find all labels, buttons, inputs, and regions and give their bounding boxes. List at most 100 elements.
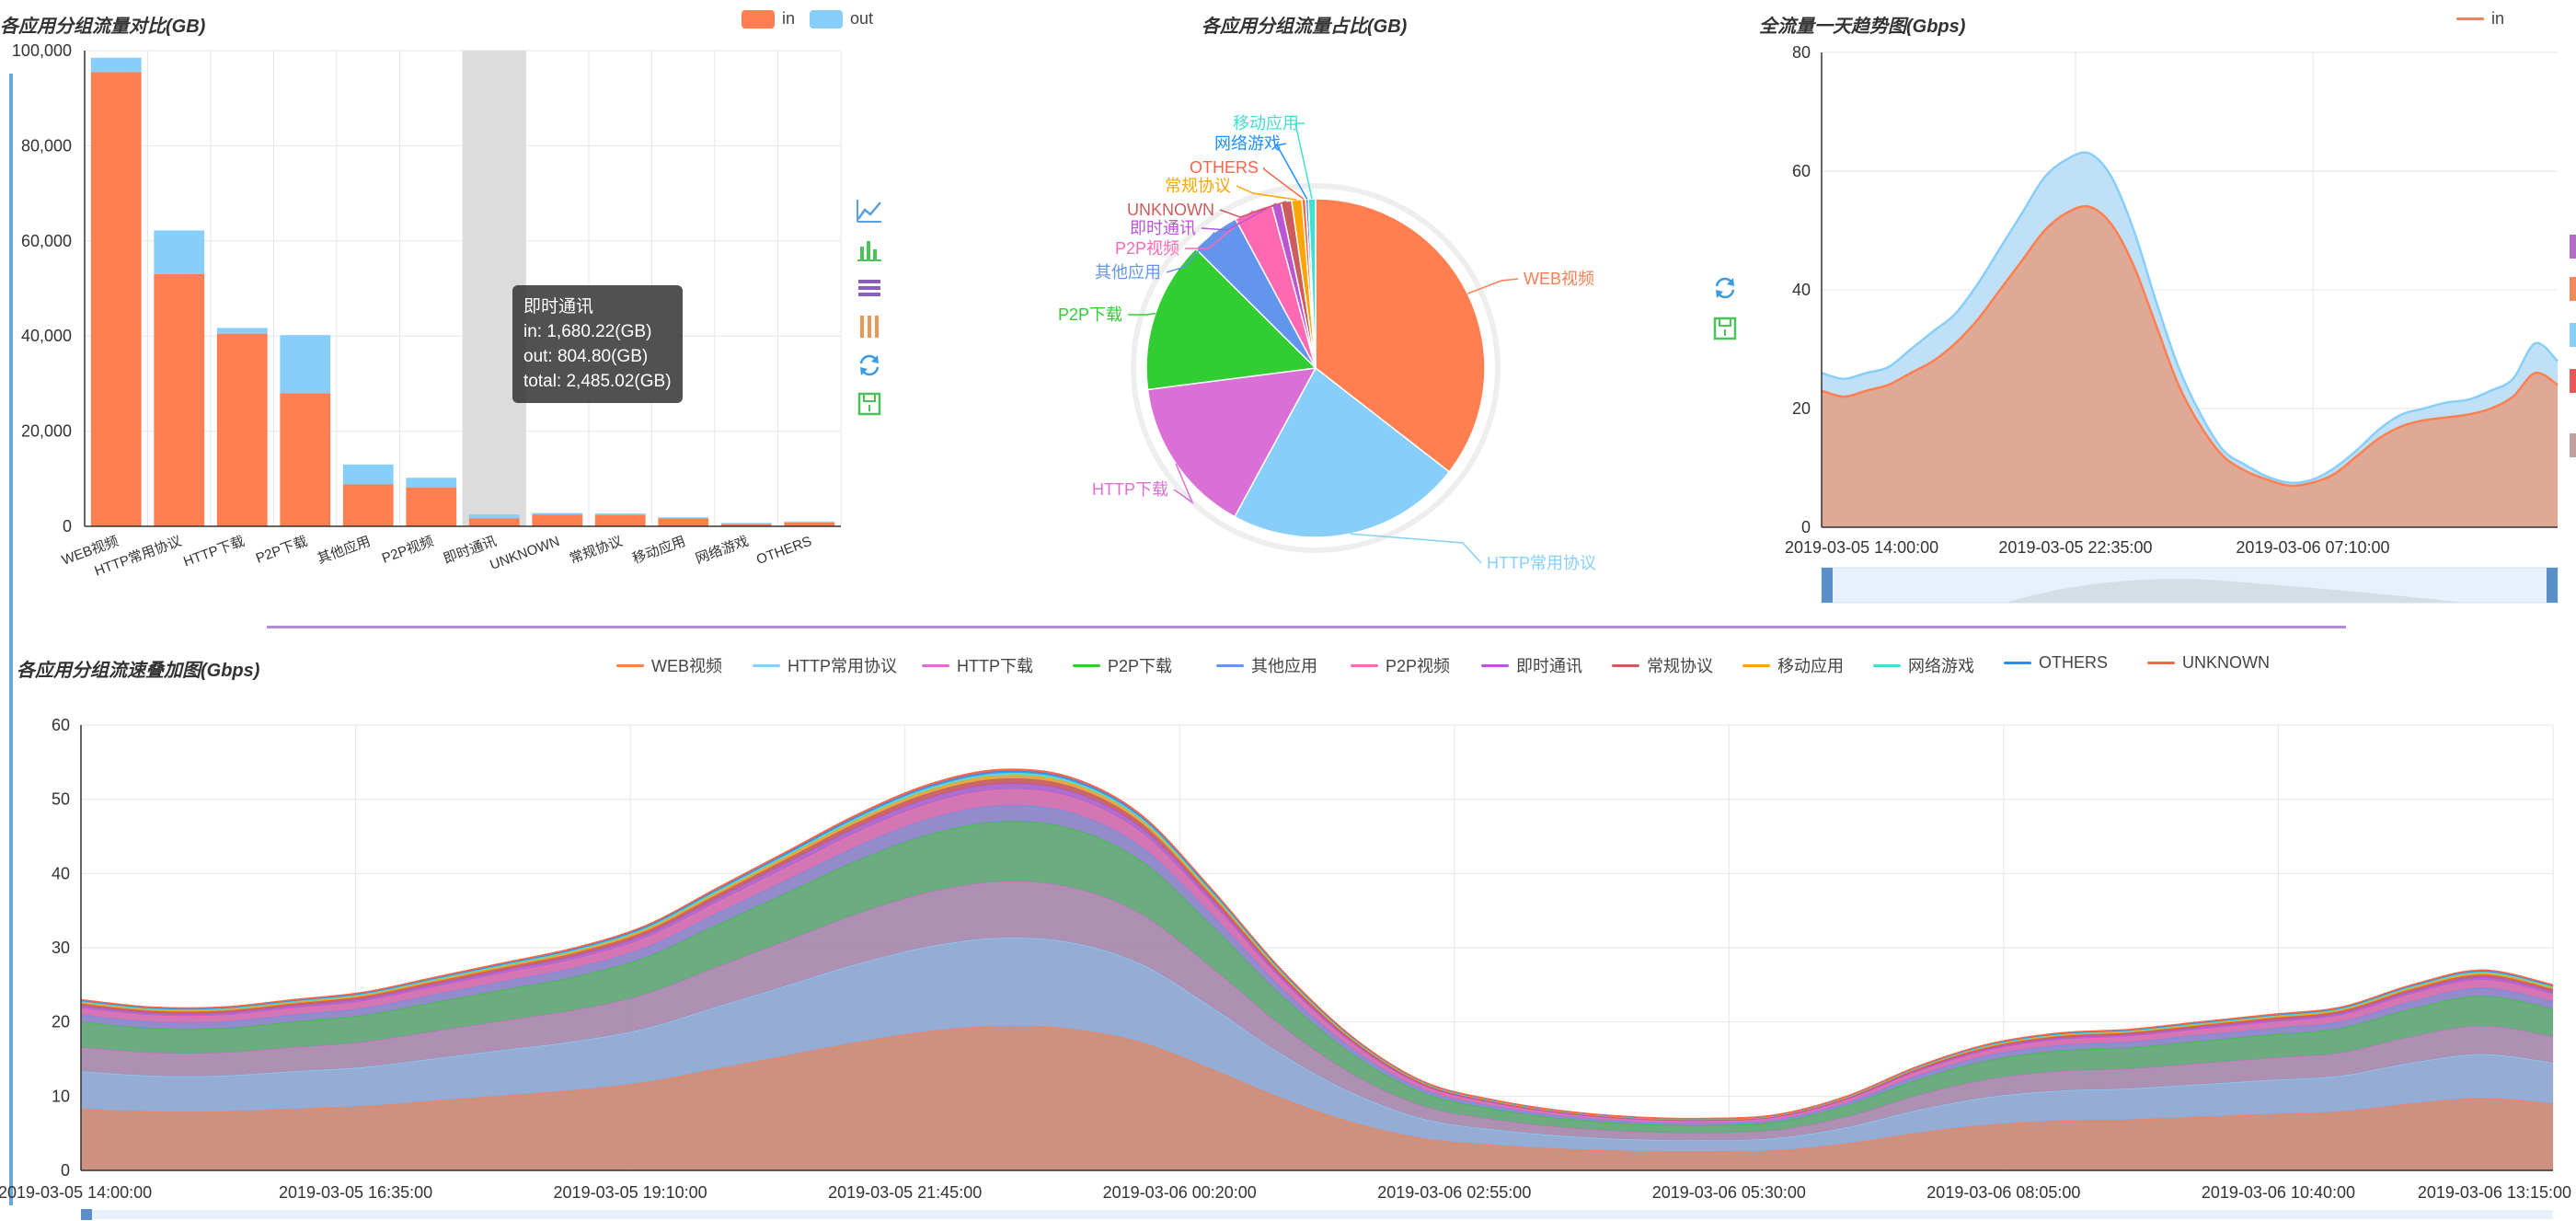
bar-ytick-label: 80,000 [21,136,72,155]
stack-legend-item[interactable]: OTHERS [2004,653,2108,673]
legend-line-in [2456,17,2484,20]
legend-label: 即时通讯 [1516,657,1582,675]
stack-chart-title: 各应用分组流速叠加图(Gbps) [17,661,260,681]
stack-icon[interactable] [856,274,883,302]
stack-legend-item[interactable]: UNKNOWN [2147,653,2270,673]
pie-leader-line [1236,185,1297,201]
pie-chart-title: 各应用分组流量占比(GB) [1202,17,1408,37]
pie-leader-line [1275,143,1308,200]
stack-ytick-label: 30 [52,939,70,957]
trend-datazoom-handle-left [1822,568,1833,603]
save-icon[interactable] [1711,315,1739,342]
stack-xtick-label: 2019-03-05 19:10:00 [554,1183,707,1202]
trend-xtick-label: 2019-03-06 07:10:00 [2236,538,2389,557]
trend-line-in [1821,204,2559,488]
bar-legend-out[interactable]: out [810,9,873,29]
trend-chart-title: 全流量一天趋势图(Gbps) [1759,17,1966,37]
bar-xtick-label: 其他应用 [315,533,373,567]
legend-label-in: in [2491,9,2505,28]
legend-label: P2P下载 [1108,657,1173,675]
legend-line [1742,663,1770,667]
bar-xtick-label: UNKNOWN [488,534,561,573]
bar-chart: 020,00040,00060,00080,000100,000WEB视频HTT… [12,41,842,580]
bar-in-HTTP下载 [216,333,268,526]
line-chart-icon[interactable] [856,197,883,225]
stack-legend-item[interactable]: 常规协议 [1612,653,1713,677]
stack-legend-item[interactable]: 其他应用 [1216,653,1317,677]
save-icon[interactable] [856,390,883,418]
legend-line [1873,663,1901,667]
legend-line [616,663,644,667]
bar-xtick-label: P2P视频 [380,534,436,567]
trend-ytick-label: 20 [1792,399,1811,418]
pie-label-UNKNOWN: UNKNOWN [1127,201,1214,219]
legend-line [1216,663,1244,667]
stack-legend-item[interactable]: P2P视频 [1351,653,1450,677]
stack-legend-item[interactable]: 即时通讯 [1481,653,1582,677]
bar-in-HTTP常用协议 [154,273,205,526]
pie-label-HTTP常用协议: HTTP常用协议 [1487,554,1596,572]
legend-label-in: in [782,9,796,28]
bar-legend-in[interactable]: in [742,9,795,29]
bar-toolbox [852,197,889,436]
bar-chart-icon[interactable] [856,236,883,263]
restore-icon[interactable] [856,351,883,379]
bar-out-HTTP下载 [216,328,268,334]
bar-tooltip: 即时通讯 in: 1,680.22(GB) out: 804.80(GB) to… [512,285,683,403]
bar-xtick-label: HTTP下载 [181,534,247,570]
bar-ytick-label: 40,000 [21,327,72,345]
legend-label: P2P视频 [1386,657,1451,675]
bar-out-P2P视频 [406,478,457,488]
stack-ytick-label: 10 [52,1087,70,1105]
pie-label-移动应用: 移动应用 [1233,114,1299,132]
pie-slice-P2P下载 [1145,248,1317,391]
stack-line-即时通讯 [80,782,2554,1122]
stack-chart-panel: 各应用分组流速叠加图(Gbps) WEB视频 HTTP常用协议 HTTP下载 P2P下… [0,635,2576,1221]
bar-chart-panel: 各应用分组流量对比(GB) in out 0 20,000 40,000 60,000… [0,0,883,589]
stack-line-P2P视频 [80,788,2554,1123]
bar-xtick-label: 常规协议 [568,534,625,568]
tiled-icon[interactable] [856,313,883,340]
restore-icon[interactable] [1711,274,1739,302]
stack-legend-item[interactable]: HTTP下载 [922,653,1033,677]
bar-xtick-label: P2P下载 [254,534,310,567]
left-edge-strip [9,74,13,1205]
trend-chart: 0 20 40 60 80 2019-03-05 14:00:00 2019-03-05 2… [1785,43,2559,604]
pie-slice-WEB视频 [1315,198,1486,473]
legend-label: 常规协议 [1647,657,1713,675]
pie-chart-panel: 各应用分组流量占比(GB) WEB视频 HTTP常用协议 HTTP下载 P2P下载 其他… [966,0,1702,607]
pie-leader-line [1350,533,1482,564]
bar-in-即时通讯 [468,518,520,526]
stack-datazoom [81,1210,2553,1219]
trend-datazoom-handle-right [2547,568,2558,603]
stack-area-WEB视频 [81,1026,2553,1170]
tooltip-out: out: 804.80(GB) [523,347,649,366]
stack-legend: WEB视频 HTTP常用协议 HTTP下载 P2P下载 其他应用 P2P视频 即时通讯 常规协… [0,653,2576,681]
stack-legend-item[interactable]: P2P下载 [1073,653,1172,677]
bar-out-UNKNOWN [532,513,583,515]
stack-ytick-label: 0 [61,1161,70,1180]
bar-ytick-label: 100,000 [12,41,72,60]
bar-xtick-label: 移动应用 [630,533,688,567]
trend-legend-in[interactable]: in [2456,9,2504,29]
bar-chart-title: 各应用分组流量对比(GB) [0,17,206,37]
pie-chart: WEB视频 HTTP常用协议 HTTP下载 P2P下载 其他应用 P2P视频 即时通讯UNK… [1058,114,1596,572]
pie-leader-line [1263,167,1305,201]
bar-out-移动应用 [658,517,709,519]
pie-label-P2P下载: P2P下载 [1058,305,1122,324]
legend-label: UNKNOWN [2182,653,2270,672]
stack-legend-item[interactable]: 网络游戏 [1873,653,1974,677]
bar-in-OTHERS [784,522,835,526]
pie-label-HTTP下载: HTTP下载 [1092,480,1168,499]
stack-xtick-label: 2019-03-05 14:00:00 [0,1183,152,1202]
stack-area-HTTP下载 [81,881,2553,1141]
tooltip-total: total: 2,485.02(GB) [523,372,672,391]
legend-label: HTTP下载 [957,657,1033,675]
stack-legend-item[interactable]: WEB视频 [616,653,722,677]
stack-legend-item[interactable]: HTTP常用协议 [753,653,897,677]
trend-chart-panel: 全流量一天趋势图(Gbps) in 0 20 40 60 80 2019-03-05 14… [1748,0,2576,607]
stack-legend-item[interactable]: 移动应用 [1742,653,1844,677]
bar-out-OTHERS [784,521,835,523]
right-edge-marks [2570,235,2576,511]
trend-ytick-label: 0 [1801,518,1811,536]
